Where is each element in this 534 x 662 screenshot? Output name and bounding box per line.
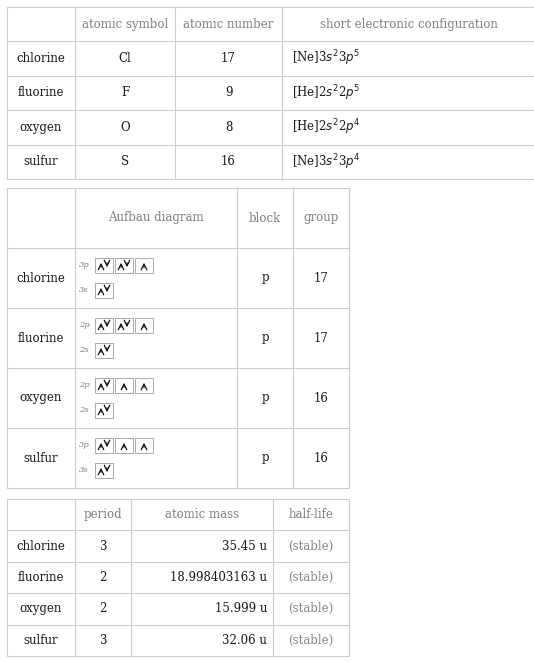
Text: sulfur: sulfur	[23, 451, 58, 465]
Text: Aufbau diagram: Aufbau diagram	[108, 211, 204, 224]
Text: Cl: Cl	[119, 52, 131, 65]
Text: p: p	[261, 332, 269, 344]
Text: F: F	[121, 87, 129, 99]
Text: atomic symbol: atomic symbol	[82, 18, 168, 30]
Text: (stable): (stable)	[288, 602, 334, 616]
Text: 3s: 3s	[79, 466, 89, 474]
Text: 32.06 u: 32.06 u	[222, 634, 267, 647]
Text: 2s: 2s	[79, 346, 89, 354]
Bar	[115, 258, 133, 273]
Text: 3: 3	[99, 540, 107, 553]
Bar	[95, 283, 113, 297]
Text: oxygen: oxygen	[20, 121, 62, 134]
Text: O: O	[120, 121, 130, 134]
Text: short electronic configuration: short electronic configuration	[319, 18, 498, 30]
Text: chlorine: chlorine	[17, 52, 66, 65]
Bar	[95, 258, 113, 273]
Text: (stable): (stable)	[288, 634, 334, 647]
Bar	[7, 7, 534, 179]
Bar	[115, 377, 133, 393]
Bar	[95, 438, 113, 453]
Text: 2p: 2p	[79, 321, 90, 329]
Text: 2s: 2s	[79, 406, 89, 414]
Text: 8: 8	[225, 121, 232, 134]
Text: 35.45 u: 35.45 u	[222, 540, 267, 553]
Text: 9: 9	[225, 87, 232, 99]
Text: chlorine: chlorine	[17, 271, 66, 285]
Text: half-life: half-life	[288, 508, 333, 521]
Text: fluorine: fluorine	[18, 332, 64, 344]
Text: S: S	[121, 156, 129, 168]
Text: 3p: 3p	[79, 441, 90, 449]
Text: [He]2$s^2$2$p^5$: [He]2$s^2$2$p^5$	[292, 83, 360, 103]
Text: [Ne]3$s^2$3$p^4$: [Ne]3$s^2$3$p^4$	[292, 152, 360, 171]
Bar	[135, 377, 153, 393]
Bar	[7, 188, 349, 488]
Text: period: period	[84, 508, 122, 521]
Bar	[95, 342, 113, 357]
Text: 18.998403163 u: 18.998403163 u	[170, 571, 267, 584]
Text: sulfur: sulfur	[23, 634, 58, 647]
Text: [He]2$s^2$2$p^4$: [He]2$s^2$2$p^4$	[292, 118, 360, 137]
Text: p: p	[261, 271, 269, 285]
Bar	[135, 318, 153, 332]
Text: oxygen: oxygen	[20, 602, 62, 616]
Text: sulfur: sulfur	[23, 156, 58, 168]
Text: (stable): (stable)	[288, 571, 334, 584]
Bar	[115, 438, 133, 453]
Text: p: p	[261, 391, 269, 404]
Text: block: block	[249, 211, 281, 224]
Text: 2p: 2p	[79, 381, 90, 389]
Bar	[95, 318, 113, 332]
Text: [Ne]3$s^2$3$p^5$: [Ne]3$s^2$3$p^5$	[292, 49, 360, 68]
Text: chlorine: chlorine	[17, 540, 66, 553]
Text: 16: 16	[221, 156, 236, 168]
Text: oxygen: oxygen	[20, 391, 62, 404]
Bar	[95, 463, 113, 477]
Bar	[135, 258, 153, 273]
Text: atomic mass: atomic mass	[165, 508, 239, 521]
Text: atomic number: atomic number	[183, 18, 274, 30]
Text: 17: 17	[313, 271, 328, 285]
Text: 16: 16	[313, 451, 328, 465]
Text: 3: 3	[99, 634, 107, 647]
Text: 2: 2	[99, 571, 107, 584]
Bar	[115, 318, 133, 332]
Text: 3p: 3p	[79, 261, 90, 269]
Bar	[135, 438, 153, 453]
Bar	[7, 499, 349, 656]
Text: group: group	[303, 211, 339, 224]
Text: 17: 17	[313, 332, 328, 344]
Text: p: p	[261, 451, 269, 465]
Text: (stable): (stable)	[288, 540, 334, 553]
Bar	[95, 377, 113, 393]
Text: 16: 16	[313, 391, 328, 404]
Text: 3s: 3s	[79, 286, 89, 294]
Text: 17: 17	[221, 52, 236, 65]
Bar	[95, 402, 113, 418]
Text: fluorine: fluorine	[18, 87, 64, 99]
Text: 2: 2	[99, 602, 107, 616]
Text: 15.999 u: 15.999 u	[215, 602, 267, 616]
Text: fluorine: fluorine	[18, 571, 64, 584]
